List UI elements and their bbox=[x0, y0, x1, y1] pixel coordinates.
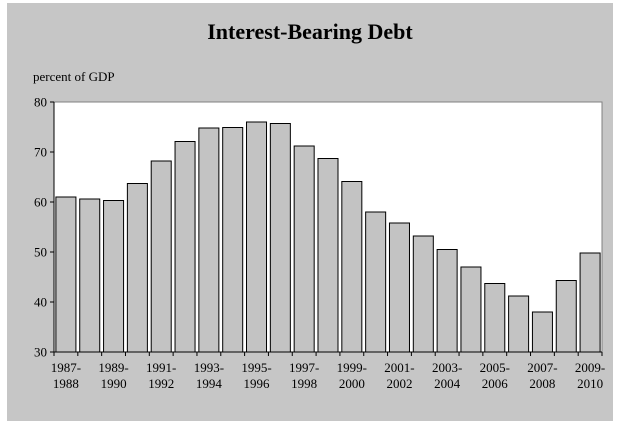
bar-1989-1990 bbox=[103, 200, 125, 353]
x-tick-label-line1: 1995- bbox=[241, 360, 271, 375]
bar-1996-1997 bbox=[269, 123, 291, 353]
bar-1988-1989 bbox=[79, 198, 101, 353]
x-tick-label-1995-1996: 1995-1996 bbox=[241, 360, 271, 391]
x-tick-label-2005-2006: 2005-2006 bbox=[480, 360, 510, 391]
x-tick-label-2007-2008: 2007-2008 bbox=[527, 360, 557, 391]
x-tick-label-1993-1994: 1993-1994 bbox=[194, 360, 224, 391]
x-tick-label-line1: 2005- bbox=[480, 360, 510, 375]
x-tick-label-line2: 1998 bbox=[291, 376, 317, 391]
bar-2006-2007 bbox=[508, 295, 530, 353]
y-tick-label-30: 30 bbox=[34, 345, 47, 360]
bar-2001-2002 bbox=[388, 222, 410, 353]
bar-2009-2010 bbox=[579, 252, 601, 353]
chart-title: Interest-Bearing Debt bbox=[207, 19, 413, 44]
bar-1991-1992 bbox=[150, 160, 172, 353]
chart-svg: 3040506070801987-19881989-19901991-19921… bbox=[34, 95, 605, 392]
x-tick-label-1987-1988: 1987-1988 bbox=[51, 360, 81, 391]
x-tick-label-line2: 1992 bbox=[148, 376, 174, 391]
x-tick-label-2009-2010: 2009-2010 bbox=[575, 360, 605, 391]
x-tick-label-1997-1998: 1997-1998 bbox=[289, 360, 319, 391]
bar-2004-2005 bbox=[460, 266, 482, 353]
x-tick-label-1991-1992: 1991-1992 bbox=[146, 360, 176, 391]
bar-2005-2006 bbox=[484, 283, 506, 353]
x-tick-label-1989-1990: 1989-1990 bbox=[98, 360, 128, 391]
y-tick-label-50: 50 bbox=[34, 245, 47, 260]
x-tick-label-line2: 1990 bbox=[101, 376, 127, 391]
x-tick-label-line1: 1999- bbox=[337, 360, 367, 375]
x-tick-label-2003-2004: 2003-2004 bbox=[432, 360, 462, 391]
y-tick-label-40: 40 bbox=[34, 295, 47, 310]
x-tick-label-2001-2002: 2001-2002 bbox=[384, 360, 414, 391]
y-tick-label-70: 70 bbox=[34, 145, 47, 160]
x-tick-label-line1: 2001- bbox=[384, 360, 414, 375]
bar-1999-2000 bbox=[341, 181, 363, 353]
bar-1997-1998 bbox=[293, 145, 315, 353]
y-axis-label: percent of GDP bbox=[33, 69, 115, 84]
bar-2007-2008 bbox=[531, 311, 553, 353]
x-tick-label-line1: 1987- bbox=[51, 360, 81, 375]
x-tick-label-line2: 2004 bbox=[434, 376, 461, 391]
bar-1987-1988 bbox=[55, 196, 77, 353]
bar-2003-2004 bbox=[436, 249, 458, 353]
y-tick-label-80: 80 bbox=[34, 95, 47, 110]
x-tick-label-line2: 1994 bbox=[196, 376, 223, 391]
bar-1990-1991 bbox=[126, 183, 148, 353]
bar-1995-1996 bbox=[246, 121, 268, 353]
bar-1992-1993 bbox=[174, 141, 196, 353]
y-tick-label-60: 60 bbox=[34, 195, 47, 210]
x-tick-label-line1: 2003- bbox=[432, 360, 462, 375]
x-tick-label-line1: 1997- bbox=[289, 360, 319, 375]
bar-2000-2001 bbox=[365, 211, 387, 353]
x-tick-label-line2: 2008 bbox=[529, 376, 555, 391]
x-tick-label-line1: 2007- bbox=[527, 360, 557, 375]
x-tick-label-line2: 2006 bbox=[482, 376, 509, 391]
x-tick-label-line2: 2000 bbox=[339, 376, 365, 391]
bar-1994-1995 bbox=[222, 127, 244, 353]
bar-2008-2009 bbox=[555, 280, 577, 353]
chart-container: Interest-Bearing Debt percent of GDP 30 4… bbox=[7, 3, 613, 421]
x-tick-label-line2: 2010 bbox=[577, 376, 603, 391]
bar-2002-2003 bbox=[412, 235, 434, 353]
bar-1993-1994 bbox=[198, 127, 220, 353]
x-tick-label-line1: 1993- bbox=[194, 360, 224, 375]
x-tick-label-line1: 1989- bbox=[98, 360, 128, 375]
x-tick-label-line1: 2009- bbox=[575, 360, 605, 375]
bar-1998-1999 bbox=[317, 158, 339, 353]
x-tick-label-line1: 1991- bbox=[146, 360, 176, 375]
x-tick-label-line2: 2002 bbox=[386, 376, 412, 391]
x-tick-label-1999-2000: 1999-2000 bbox=[337, 360, 367, 391]
x-tick-label-line2: 1996 bbox=[244, 376, 271, 391]
x-tick-label-line2: 1988 bbox=[53, 376, 79, 391]
